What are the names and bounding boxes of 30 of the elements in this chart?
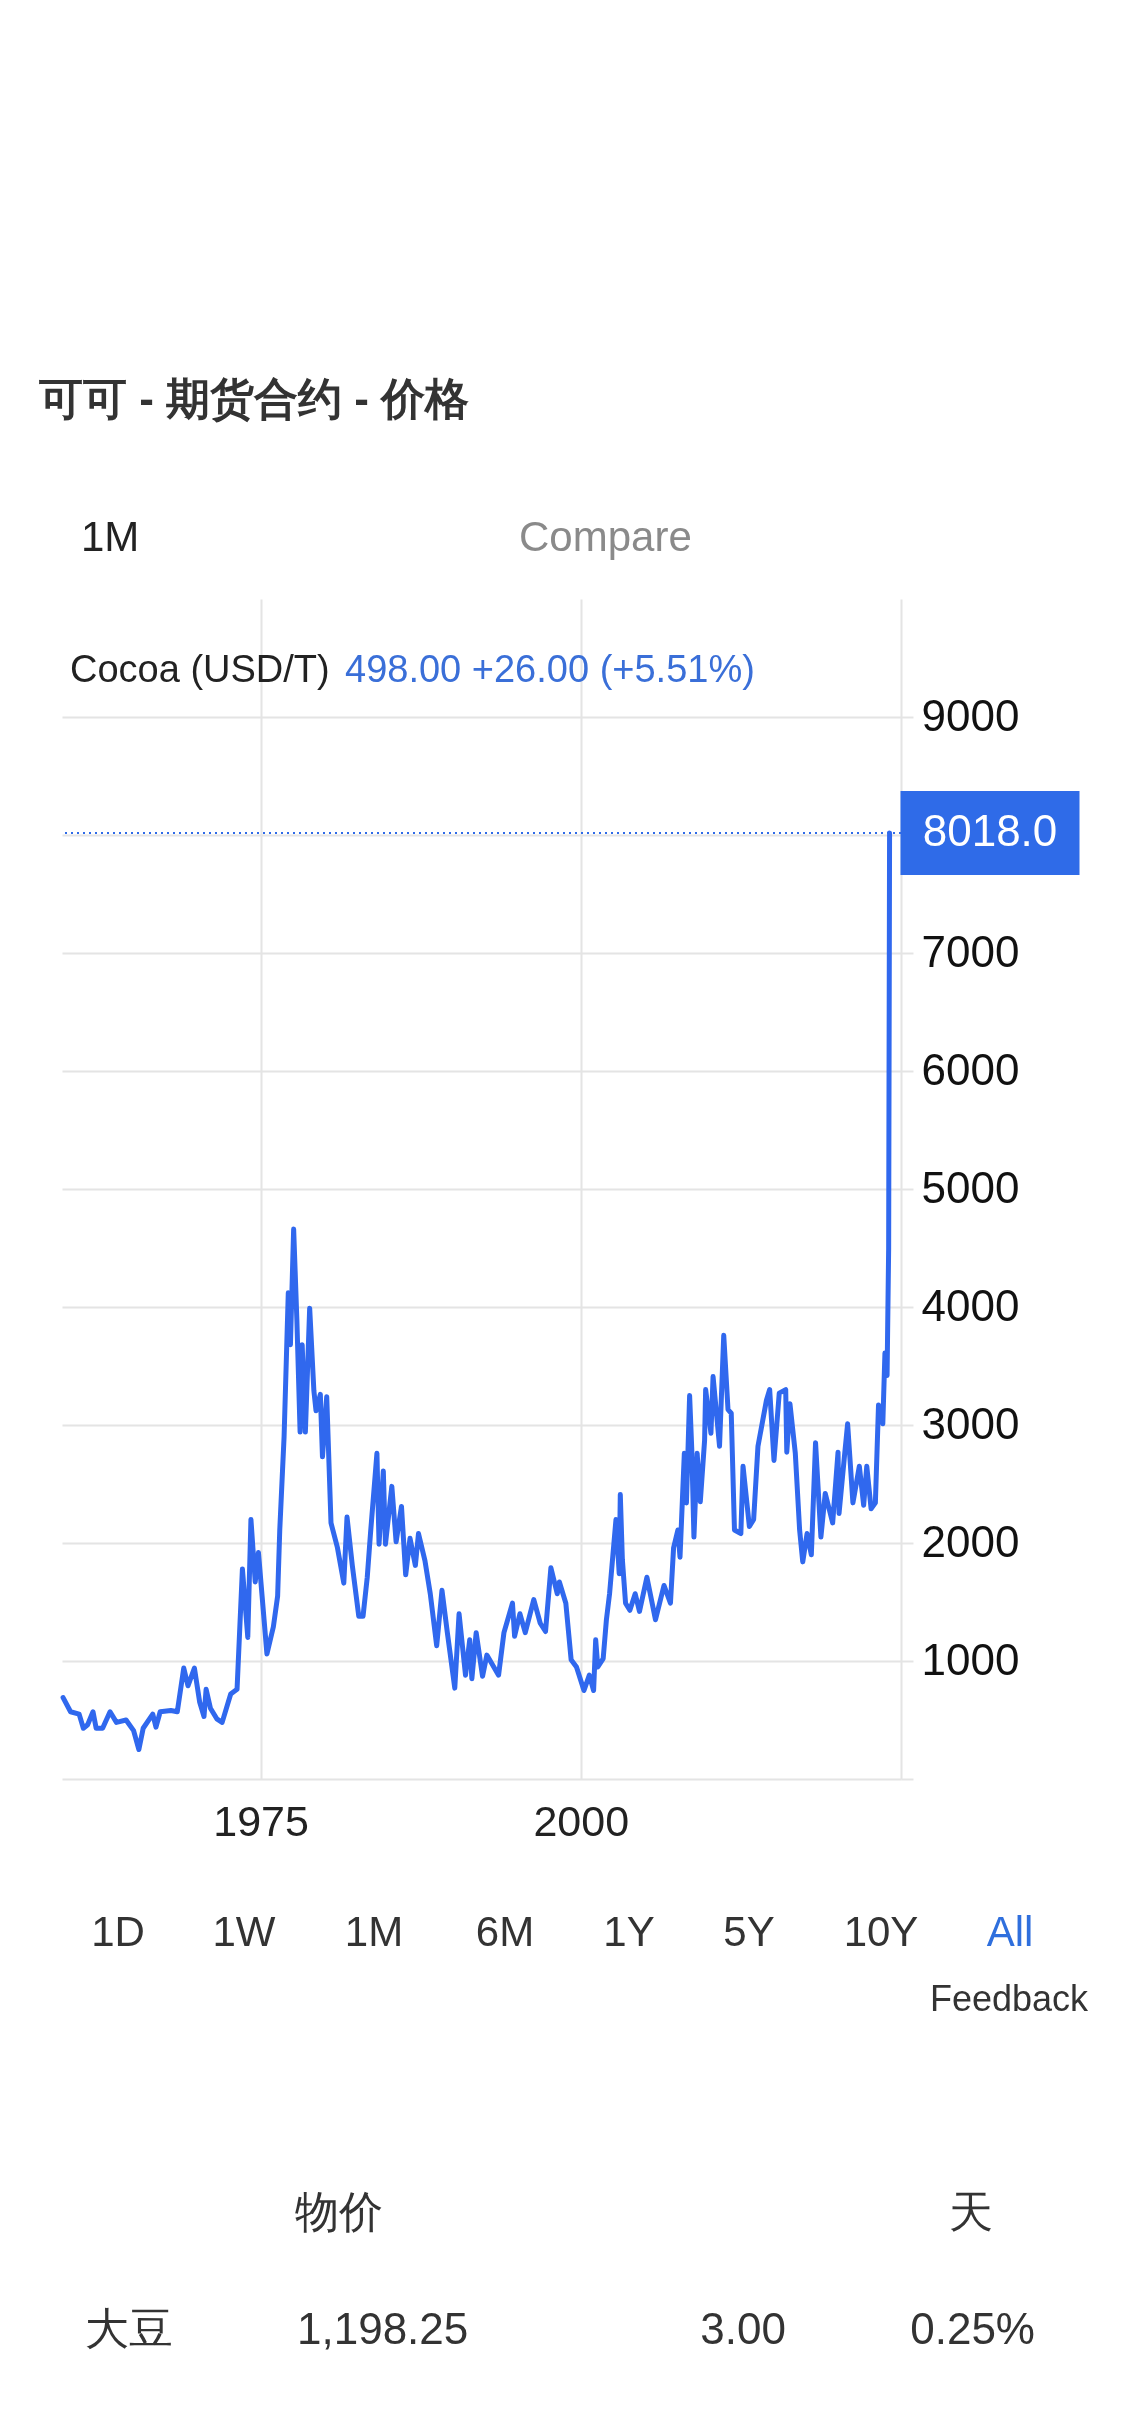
text: Compare [519,513,692,560]
text: 1M [81,513,140,560]
text: 1M [344,1908,404,1955]
text: Feedback [929,1978,1089,2019]
text: 1,198.25 [297,2304,469,2353]
y-tick-label: 5000 [921,1162,1020,1212]
y-tick-label: 6000 [921,1044,1020,1094]
y-tick-label: 9000 [921,690,1020,740]
text: 10Y [843,1908,919,1955]
chart-title: 可可 - 期货合约 - 价格 [39,374,470,423]
text: 1D [91,1908,145,1955]
text: 大豆 [85,2304,173,2353]
text: 1Y [603,1908,655,1955]
text: 1W [212,1908,276,1955]
text: 物价 [295,2187,383,2236]
text: 5Y [723,1908,775,1955]
y-tick-label: 1000 [921,1634,1020,1684]
text: 0.25% [910,2304,1035,2353]
text: 天 [949,2187,993,2236]
ref-line-label: 8018.0 [922,805,1058,855]
text: Cocoa (USD/T) [70,648,330,690]
y-tick-label: 3000 [921,1398,1020,1448]
text: All [986,1908,1034,1955]
text: 3.00 [700,2304,786,2353]
y-tick-label: 4000 [921,1280,1020,1330]
x-tick-label: 1975 [213,1796,309,1845]
y-tick-label: 2000 [921,1516,1020,1566]
text: 6M [475,1908,535,1955]
annotation: 498.00 +26.00 (+5.51%) [345,648,755,690]
y-tick-label: 7000 [921,926,1020,976]
